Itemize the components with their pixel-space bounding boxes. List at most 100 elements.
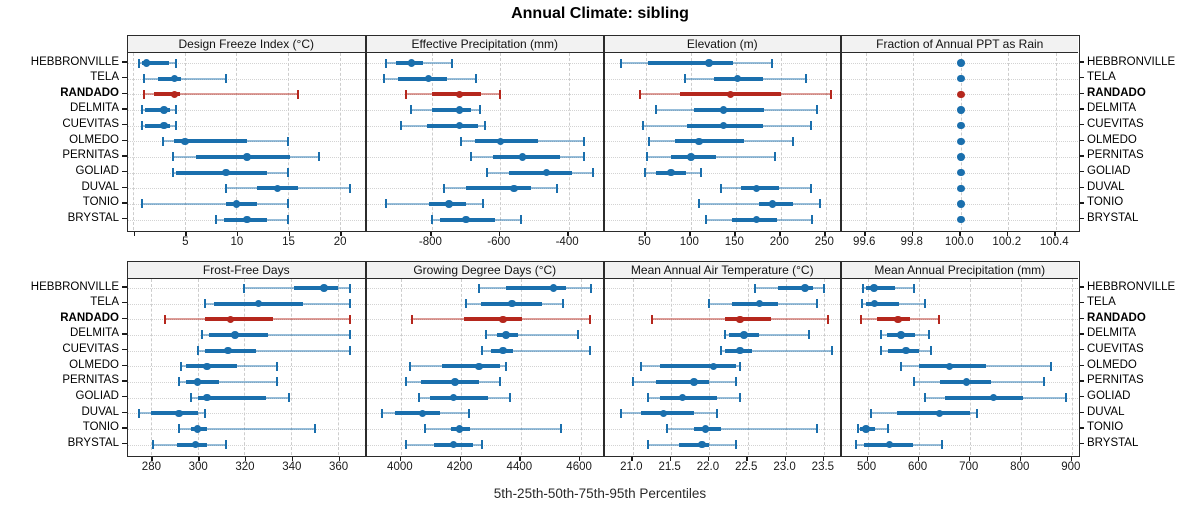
x-tick <box>631 456 633 461</box>
median-dot <box>502 331 510 339</box>
row-label-right: DELMITA <box>1087 327 1136 340</box>
x-tick-label: 100 <box>679 236 699 248</box>
x-tick-label: 800 <box>1010 461 1030 473</box>
gridline <box>1008 53 1010 230</box>
whisker-cap-95th <box>808 330 811 340</box>
iqr-bar-25th-75th <box>640 411 695 416</box>
whisker-5th-95th <box>178 380 278 384</box>
x-tick <box>567 231 569 236</box>
row-label-left: TELA <box>90 296 119 309</box>
x-tick <box>244 456 247 461</box>
row-label-left: GOLIAD <box>75 165 119 178</box>
panel-plot <box>127 53 365 230</box>
row-guide-line <box>604 444 840 446</box>
whisker-cap-95th <box>809 183 812 193</box>
x-tick-label: 23.5 <box>811 461 835 473</box>
iqr-bar-25th-75th <box>153 92 180 97</box>
iqr-bar-25th-75th <box>508 170 573 175</box>
median-dot <box>894 315 902 324</box>
whisker-5th-95th <box>143 77 227 80</box>
whisker-cap-5th <box>631 377 634 387</box>
row-label-left: DELMITA <box>70 327 119 340</box>
x-tick <box>185 231 187 236</box>
iqr-bar-25th-75th <box>174 139 247 144</box>
whisker-cap-95th <box>815 105 818 115</box>
gridline <box>632 279 634 455</box>
row-guide-line <box>842 334 1078 336</box>
x-tick-label: 4400 <box>506 461 533 473</box>
y-tick-left <box>122 333 127 335</box>
panel-row: Design Freeze Index (°C) Effective Precip… <box>126 35 1080 232</box>
whisker-cap-5th <box>879 330 882 340</box>
median-dot <box>957 90 965 99</box>
median-dot <box>736 315 744 324</box>
median-dot <box>160 121 168 130</box>
whisker-cap-95th <box>555 183 558 193</box>
median-dot <box>449 440 458 449</box>
y-tick-left <box>122 186 127 188</box>
x-tick <box>689 231 691 236</box>
median-dot <box>455 106 464 114</box>
iqr-bar-25th-75th <box>647 60 734 66</box>
y-tick-right <box>1079 123 1084 126</box>
y-tick-right <box>1079 317 1084 319</box>
y-tick-right <box>1079 348 1084 351</box>
row-guide-line <box>367 381 603 383</box>
whisker-cap-95th <box>770 58 773 68</box>
row-guide-line <box>367 94 603 96</box>
row-guide-line <box>604 172 840 174</box>
row-label-left: DELMITA <box>70 102 119 115</box>
whisker-cap-5th <box>141 121 144 131</box>
median-dot <box>243 215 251 224</box>
row-guide-line <box>367 109 603 111</box>
row-guide-line <box>604 381 840 383</box>
whisker-cap-5th <box>409 361 412 371</box>
median-dot <box>142 59 151 67</box>
x-tick <box>734 231 736 236</box>
iqr-bar-25th-75th <box>659 364 737 369</box>
panel-header: Fraction of Annual PPT as Rain <box>842 36 1078 53</box>
iqr-bar-25th-75th <box>429 395 488 400</box>
whisker-cap-5th <box>651 314 653 324</box>
iqr-bar-25th-75th <box>157 76 181 81</box>
row-guide-line <box>842 428 1078 430</box>
median-dot <box>667 168 675 177</box>
row-label-right: BRYSTAL <box>1087 437 1139 450</box>
whisker-cap-5th <box>410 105 413 115</box>
whisker-cap-95th <box>174 105 177 115</box>
whisker-5th-95th <box>724 333 810 337</box>
whisker-cap-5th <box>225 183 228 193</box>
median-dot <box>768 200 777 208</box>
whisker-cap-5th <box>900 361 903 371</box>
whisker-cap-5th <box>470 152 473 162</box>
gridline <box>401 279 403 455</box>
x-tick-label: 500 <box>856 461 877 473</box>
whisker-cap-5th <box>666 424 669 434</box>
x-tick-label: 700 <box>959 461 979 473</box>
y-tick-left <box>122 348 127 351</box>
iqr-bar-25th-75th <box>678 442 710 447</box>
median-dot <box>320 284 328 292</box>
median-dot <box>462 215 470 224</box>
row-guide-line <box>367 334 603 336</box>
whisker-cap-5th <box>684 74 687 84</box>
median-dot <box>231 331 239 339</box>
median-dot <box>719 121 727 130</box>
panel-row: Frost-Free Days Growing Degree Days (°C) M… <box>126 261 1080 457</box>
iqr-bar-25th-75th <box>466 186 532 191</box>
whisker-cap-95th <box>976 408 979 418</box>
x-tick <box>340 231 342 236</box>
whisker-cap-5th <box>913 377 916 387</box>
y-tick-right <box>1079 155 1084 157</box>
x-tick-label: 99.8 <box>900 236 923 248</box>
median-dot <box>752 184 761 193</box>
iqr-bar-25th-75th <box>420 379 480 385</box>
whisker-5th-95th <box>486 333 578 337</box>
whisker-cap-5th <box>163 314 166 324</box>
whisker-cap-5th <box>648 136 651 146</box>
x-tick <box>822 456 825 461</box>
x-tick <box>579 456 581 461</box>
row-label-right: DELMITA <box>1087 102 1136 115</box>
x-tick-label: 20 <box>333 236 347 248</box>
row-guide-line <box>842 350 1078 352</box>
